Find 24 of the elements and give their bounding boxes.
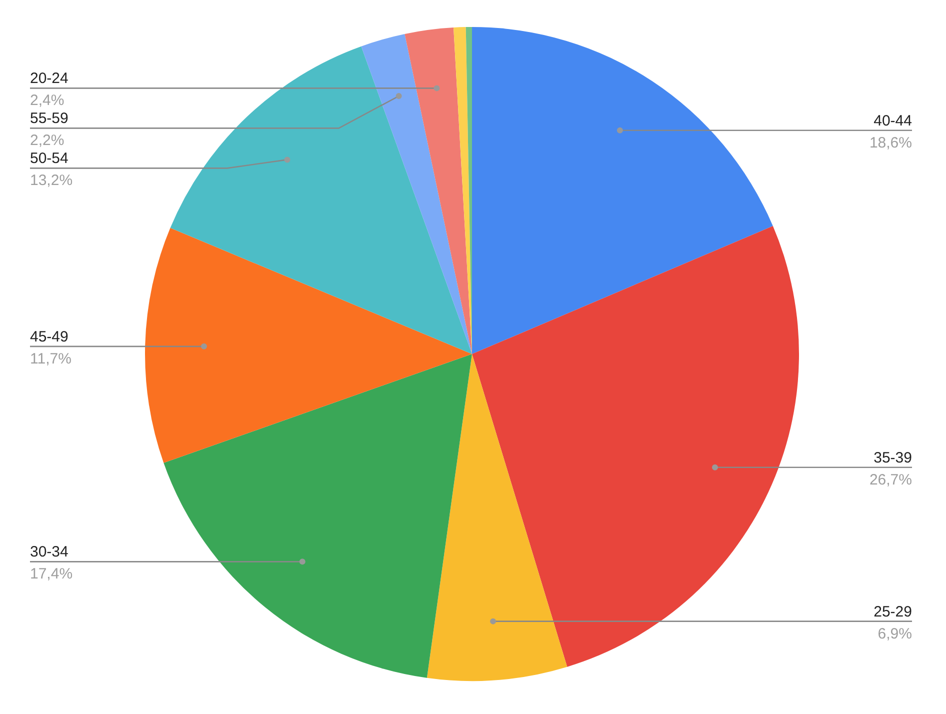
data-label: 2,2% [30, 132, 64, 150]
pie-slice [170, 46, 472, 354]
pie-slice [145, 228, 472, 463]
data-label: 26,7% [869, 471, 912, 488]
slice-label: 55-59 [30, 110, 68, 128]
pie-slice [472, 27, 773, 354]
pie-slice [361, 34, 472, 354]
slice-label: 20-24 [30, 70, 68, 88]
data-label: 11,7% [30, 350, 72, 368]
data-label: 18,6% [869, 134, 912, 152]
slice-label: 50-54 [30, 150, 68, 168]
data-label: 2,4% [30, 92, 64, 110]
data-label: 13,2% [30, 172, 73, 190]
data-label: 6,9% [878, 625, 912, 642]
pie-slice [164, 354, 472, 678]
data-label: 17,4% [30, 566, 73, 583]
pie-slice [404, 28, 472, 354]
slice-label: 25-29 [874, 603, 912, 620]
slice-label: 40-44 [874, 112, 912, 130]
slice-label: 35-39 [874, 449, 912, 466]
pie-slice [426, 354, 568, 681]
pie-slice [472, 226, 799, 667]
slice-label: 45-49 [30, 328, 68, 346]
slice-label: 30-34 [30, 544, 68, 561]
